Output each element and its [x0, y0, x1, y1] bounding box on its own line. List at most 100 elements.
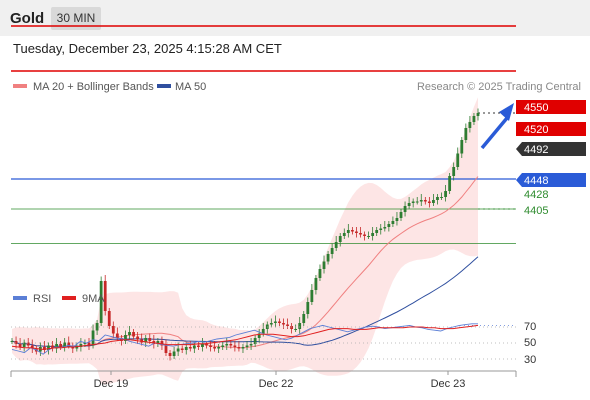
candle-body [326, 254, 330, 262]
level-tag-4448: 4448 [516, 173, 586, 187]
ma50-legend-label: MA 50 [175, 81, 206, 93]
svg-text:4492: 4492 [524, 144, 548, 156]
candle-body [294, 329, 298, 330]
candle-body [436, 197, 439, 200]
candle-body [452, 167, 456, 176]
candle-body [269, 323, 273, 325]
candle-body [359, 233, 362, 235]
level-lines [11, 25, 516, 244]
candle-body [197, 345, 200, 347]
candle-body [221, 345, 225, 347]
candle-body [132, 332, 135, 337]
candle-body [367, 236, 370, 237]
rsi-ma9-line [11, 324, 479, 350]
candle-body [464, 128, 468, 140]
candle-body [75, 347, 79, 349]
candle-body [253, 338, 257, 344]
candle-body [419, 200, 423, 202]
candle-body [241, 347, 245, 349]
candle-body [298, 323, 302, 329]
timestamp: Tuesday, December 23, 2025 4:15:28 AM CE… [13, 41, 282, 56]
rsi-lines [11, 323, 479, 355]
candle-body [363, 234, 366, 236]
candle-body [375, 230, 379, 233]
instrument-title: Gold [10, 10, 45, 27]
candle-body [83, 342, 87, 344]
candle-body [448, 176, 452, 191]
moving-averages [11, 176, 479, 349]
header-bar: Gold 30 MIN [0, 0, 590, 36]
bollinger-bands [12, 97, 478, 385]
candle-body [334, 242, 338, 248]
candle-body [355, 231, 358, 233]
candle-body [55, 344, 58, 349]
candle-body [237, 347, 241, 349]
candle-body [432, 200, 435, 203]
ma20-legend-swatch [13, 84, 27, 88]
candle-body [115, 333, 119, 338]
candle-body [395, 218, 399, 221]
candle-body [99, 281, 103, 323]
candle-body [184, 347, 188, 350]
candle-body [257, 333, 261, 338]
candle-body [383, 227, 387, 229]
rsi-legend-label: RSI [33, 293, 51, 305]
candle-body [407, 203, 411, 206]
svg-text:4520: 4520 [524, 124, 548, 136]
candle-body [164, 345, 168, 353]
candle-body [201, 344, 204, 347]
rsi-line [11, 323, 478, 355]
level-tag-4550: 4550 [516, 100, 586, 114]
candle-body [306, 302, 310, 314]
candle-body [103, 281, 107, 311]
candle-body [427, 201, 431, 203]
candle-body [330, 248, 334, 254]
rsi-legend-swatch [13, 296, 27, 300]
candle-body [95, 323, 99, 331]
candle-body [176, 348, 180, 352]
credit-text: Research © 2025 Trading Central [417, 81, 581, 93]
candle-body [128, 332, 131, 335]
candle-body [111, 326, 115, 334]
candle-body [249, 344, 253, 346]
candle-body [371, 233, 375, 236]
candle-body [261, 329, 265, 334]
candle-body [423, 200, 427, 202]
candle-body [59, 344, 63, 347]
ma9-legend-label: 9MA [82, 293, 105, 305]
level-tag-4428: 4428 [524, 189, 548, 201]
target-arrow [480, 103, 514, 150]
candle-body [188, 347, 192, 349]
candle-body [342, 233, 346, 236]
candle-body [225, 344, 229, 346]
candle-body [79, 344, 83, 347]
candle-body [136, 336, 140, 340]
candle-body [302, 314, 306, 323]
candle-body [399, 212, 403, 218]
candle-body [273, 321, 277, 323]
svg-text:4448: 4448 [524, 175, 548, 187]
candle-body [144, 338, 148, 343]
candle-body [318, 269, 322, 278]
ma20-legend-label: MA 20 + Bollinger Bands [33, 81, 154, 93]
candle-body [456, 153, 460, 167]
rsi-axis-50: 50 [524, 337, 536, 349]
candle-body [322, 261, 326, 269]
arrow-head [499, 103, 514, 121]
candle-body [107, 311, 111, 326]
candle-body [63, 342, 67, 347]
candle-body [476, 113, 480, 116]
candle-body [229, 344, 233, 346]
ma9-legend-swatch [62, 296, 76, 300]
timeframe-badge[interactable]: 30 MIN [51, 7, 101, 30]
candle-body [314, 278, 318, 290]
candle-body [26, 342, 30, 346]
candle-body [67, 342, 71, 346]
candle-body [411, 201, 415, 203]
candle-body [213, 347, 217, 349]
candle-body [391, 221, 395, 224]
candle-body [172, 351, 176, 356]
candle-body [350, 230, 354, 232]
candle-body [205, 344, 208, 346]
candle-body [286, 324, 289, 326]
